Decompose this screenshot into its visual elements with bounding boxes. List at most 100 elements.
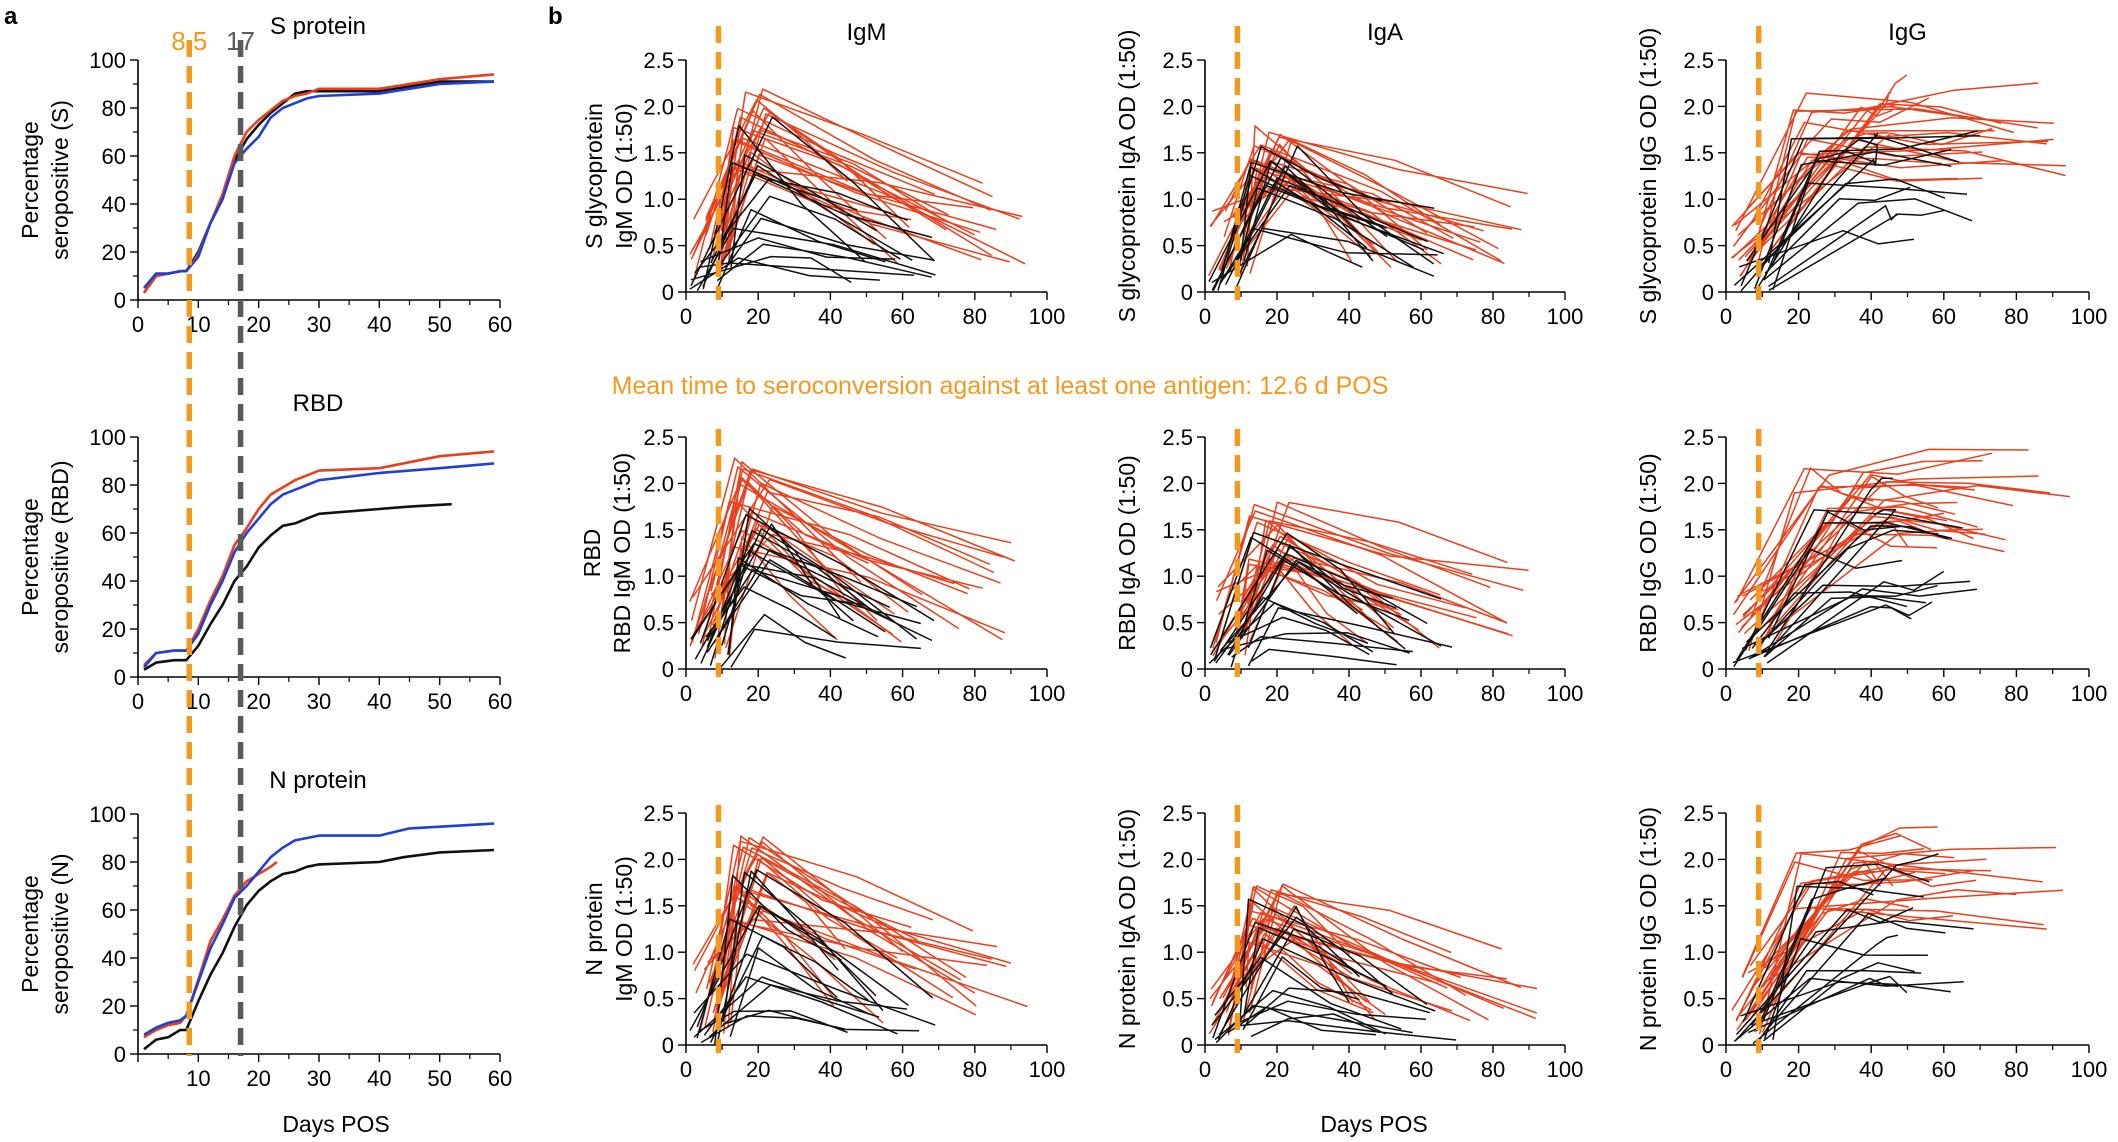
panel-a3: 0 20 40 60 80 100 10 20 30 40 50 60 N protein Percent… bbox=[17, 767, 512, 1091]
y-axis-label-line: IgM OD (1:50) bbox=[611, 103, 637, 249]
series-line bbox=[1734, 117, 2054, 226]
series-line bbox=[1759, 506, 1978, 649]
x-tick-label: 100 bbox=[1029, 1057, 1066, 1082]
y-axis-label-line: IgM OD (1:50) bbox=[611, 856, 637, 1002]
series-line bbox=[721, 550, 921, 646]
y-tick-label: 2.0 bbox=[1683, 471, 1714, 496]
panel-title: IgA bbox=[1367, 19, 1403, 46]
series-line bbox=[1768, 209, 1946, 291]
x-tick-label: 20 bbox=[246, 1066, 270, 1091]
x-tick-label: 0 bbox=[680, 1057, 692, 1082]
y-axis-label: RBD IgA OD (1:50) bbox=[1114, 455, 1140, 651]
panel-b12: 0 0.5 1.0 1.5 2.0 2.5 0 20 40 60 80 100 IgA S glycopr… bbox=[1114, 19, 1583, 329]
series-line bbox=[712, 549, 918, 644]
y-tick-label: 0 bbox=[662, 657, 674, 682]
threshold-label: 17 bbox=[226, 26, 255, 56]
series-line bbox=[1744, 131, 2047, 258]
series-line bbox=[1763, 866, 1977, 1014]
series-line bbox=[143, 502, 452, 671]
series-line bbox=[690, 116, 936, 287]
series-line bbox=[693, 953, 936, 1026]
series-line bbox=[1238, 227, 1435, 277]
series-line bbox=[1753, 846, 2057, 1033]
y-tick-label: 1.5 bbox=[643, 141, 674, 166]
x-tick-label: 100 bbox=[2071, 681, 2108, 706]
x-tick-label: 40 bbox=[818, 681, 842, 706]
series-line bbox=[1760, 82, 2039, 244]
y-axis-label: Percentage seropositive (RBD) bbox=[17, 461, 73, 654]
y-tick-label: 0.5 bbox=[643, 234, 674, 259]
series-line bbox=[1747, 908, 1954, 974]
series-line bbox=[706, 564, 862, 648]
series-line bbox=[1747, 977, 1899, 1034]
y-tick-label: 20 bbox=[102, 617, 126, 642]
series-line bbox=[1752, 934, 1899, 1045]
series-line bbox=[1215, 510, 1507, 624]
x-tick-label: 0 bbox=[1720, 1057, 1732, 1082]
series-line bbox=[689, 469, 1015, 647]
series-line bbox=[1748, 588, 1978, 660]
series-line bbox=[1219, 184, 1359, 284]
series-line bbox=[142, 80, 494, 294]
x-tick-label: 40 bbox=[1337, 681, 1361, 706]
threshold-label: 8.5 bbox=[171, 26, 207, 56]
series-line bbox=[1762, 863, 1930, 1021]
series-line bbox=[1234, 176, 1454, 260]
y-tick-label: 0 bbox=[1702, 657, 1714, 682]
series-line bbox=[1733, 548, 1903, 668]
series-line bbox=[1763, 130, 1979, 281]
x-tick-label: 100 bbox=[1029, 304, 1066, 329]
series-line bbox=[1743, 508, 1974, 635]
x-tick-label: 40 bbox=[367, 689, 391, 714]
panel-b33: 0 0.5 1.0 1.5 2.0 2.5 0 20 40 60 80 100 N protein Ig… bbox=[1635, 801, 2107, 1082]
series-line bbox=[1740, 501, 1958, 628]
y-tick-label: 0 bbox=[1702, 280, 1714, 305]
x-tick-label: 80 bbox=[1481, 1057, 1505, 1082]
y-tick-label: 1.5 bbox=[1162, 894, 1193, 919]
series-line bbox=[1758, 178, 1946, 268]
y-axis-label: Percentage seropositive (S) bbox=[17, 100, 73, 260]
x-tick-label: 80 bbox=[2004, 304, 2028, 329]
y-axis-label-line: N protein bbox=[581, 882, 607, 975]
series-line bbox=[697, 466, 960, 635]
series-line bbox=[716, 243, 932, 282]
y-tick-label: 1.0 bbox=[1162, 564, 1193, 589]
series-line bbox=[1750, 920, 1974, 1027]
series-line bbox=[1238, 1020, 1457, 1041]
series-line bbox=[1758, 969, 1922, 1042]
series-line bbox=[1236, 187, 1414, 277]
x-tick-label: 80 bbox=[1481, 681, 1505, 706]
x-tick-label: 20 bbox=[746, 681, 770, 706]
series-line bbox=[143, 860, 278, 1039]
y-tick-label: 2.0 bbox=[1162, 94, 1193, 119]
x-tick-label: 20 bbox=[1265, 1057, 1289, 1082]
series-line bbox=[1214, 531, 1442, 659]
y-tick-label: 1.5 bbox=[1162, 518, 1193, 543]
x-axis-label-a: Days POS bbox=[282, 1111, 389, 1137]
series-line bbox=[709, 935, 869, 1043]
series-line bbox=[714, 885, 838, 1033]
series-line bbox=[727, 919, 977, 1028]
series-line bbox=[1210, 918, 1538, 990]
y-axis-label-line: RBD bbox=[579, 529, 605, 578]
y-tick-label: 0 bbox=[114, 288, 126, 313]
series-line bbox=[706, 569, 933, 642]
series-line bbox=[1738, 158, 1958, 261]
x-tick-label: 40 bbox=[367, 312, 391, 337]
x-tick-label: 40 bbox=[818, 304, 842, 329]
series-line bbox=[713, 874, 842, 1046]
y-axis-label-line: RBD IgM OD (1:50) bbox=[609, 453, 635, 654]
series-line bbox=[1251, 648, 1397, 666]
x-tick-label: 80 bbox=[2004, 1057, 2028, 1082]
y-tick-label: 2.0 bbox=[1162, 471, 1193, 496]
series-line bbox=[1741, 861, 1933, 979]
y-tick-label: 1.5 bbox=[1162, 141, 1193, 166]
series-line bbox=[1243, 160, 1384, 262]
series-line bbox=[1765, 477, 1893, 653]
y-tick-label: 0.5 bbox=[1683, 234, 1714, 259]
series-line bbox=[699, 514, 935, 644]
series-line bbox=[1732, 484, 1948, 616]
y-tick-label: 0.5 bbox=[1683, 987, 1714, 1012]
y-tick-label: 0 bbox=[662, 280, 674, 305]
